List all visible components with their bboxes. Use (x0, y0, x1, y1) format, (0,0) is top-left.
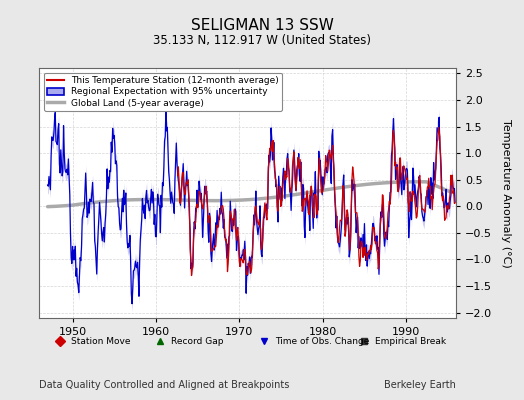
Text: Data Quality Controlled and Aligned at Breakpoints: Data Quality Controlled and Aligned at B… (39, 380, 290, 390)
Text: Station Move: Station Move (71, 336, 130, 346)
Legend: This Temperature Station (12-month average), Regional Expectation with 95% uncer: This Temperature Station (12-month avera… (44, 72, 282, 111)
Text: SELIGMAN 13 SSW: SELIGMAN 13 SSW (191, 18, 333, 33)
Text: Empirical Break: Empirical Break (375, 336, 446, 346)
Text: 35.133 N, 112.917 W (United States): 35.133 N, 112.917 W (United States) (153, 34, 371, 47)
Text: Time of Obs. Change: Time of Obs. Change (275, 336, 369, 346)
Text: Berkeley Earth: Berkeley Earth (384, 380, 456, 390)
Text: Record Gap: Record Gap (170, 336, 223, 346)
Y-axis label: Temperature Anomaly (°C): Temperature Anomaly (°C) (501, 119, 511, 267)
